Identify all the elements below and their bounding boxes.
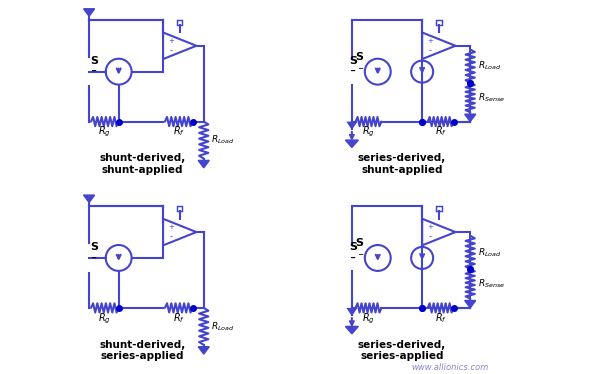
Text: -: -	[170, 46, 173, 55]
Text: S: S	[356, 238, 364, 248]
Text: series-derived,
series-applied: series-derived, series-applied	[358, 340, 446, 361]
Text: shunt-derived,
shunt-applied: shunt-derived, shunt-applied	[100, 153, 186, 175]
Text: $R_f$: $R_f$	[173, 311, 185, 325]
Text: shunt-derived,
series-applied: shunt-derived, series-applied	[100, 340, 186, 361]
Bar	[177, 19, 182, 25]
Text: -: -	[170, 233, 173, 242]
Text: _: _	[92, 250, 96, 259]
Text: _: _	[358, 246, 362, 255]
Text: +: +	[428, 38, 433, 44]
Polygon shape	[198, 347, 209, 354]
Text: $R_g$: $R_g$	[98, 125, 111, 140]
Text: $R_f$: $R_f$	[434, 311, 446, 325]
Text: $R_{Load}$: $R_{Load}$	[478, 60, 501, 72]
Text: +: +	[169, 38, 175, 44]
Polygon shape	[346, 308, 358, 316]
Polygon shape	[346, 122, 358, 130]
Text: _: _	[351, 64, 355, 73]
Text: S: S	[90, 242, 98, 252]
Text: _: _	[358, 60, 362, 69]
Text: series-derived,
shunt-applied: series-derived, shunt-applied	[358, 153, 446, 175]
Polygon shape	[198, 160, 209, 168]
Text: $R_f$: $R_f$	[173, 125, 185, 138]
Text: -: -	[429, 233, 432, 242]
Text: S: S	[356, 52, 364, 62]
Text: -: -	[429, 46, 432, 55]
Text: _: _	[92, 64, 96, 73]
Polygon shape	[346, 327, 358, 334]
Text: _: _	[351, 250, 355, 259]
Text: S: S	[349, 242, 357, 252]
Text: $R_{Sense}$: $R_{Sense}$	[478, 278, 505, 290]
Polygon shape	[83, 9, 95, 16]
Text: $R_{Load}$: $R_{Load}$	[478, 246, 501, 259]
Text: $R_g$: $R_g$	[362, 311, 375, 326]
Text: S: S	[90, 56, 98, 65]
Text: $R_{Load}$: $R_{Load}$	[211, 134, 235, 146]
Text: $R_{Sense}$: $R_{Sense}$	[478, 91, 505, 104]
Text: $R_g$: $R_g$	[98, 311, 111, 326]
Polygon shape	[346, 140, 358, 147]
Text: +: +	[169, 224, 175, 230]
Text: $R_{Load}$: $R_{Load}$	[211, 320, 235, 332]
Polygon shape	[83, 195, 95, 202]
Bar	[177, 206, 182, 211]
Bar	[436, 19, 442, 25]
Text: +: +	[428, 224, 433, 230]
Text: $R_g$: $R_g$	[362, 125, 375, 140]
Text: S: S	[349, 56, 357, 65]
Bar	[436, 206, 442, 211]
Polygon shape	[464, 300, 476, 308]
Polygon shape	[464, 114, 476, 122]
Text: www.allionics.com: www.allionics.com	[412, 363, 488, 372]
Text: $R_f$: $R_f$	[434, 125, 446, 138]
